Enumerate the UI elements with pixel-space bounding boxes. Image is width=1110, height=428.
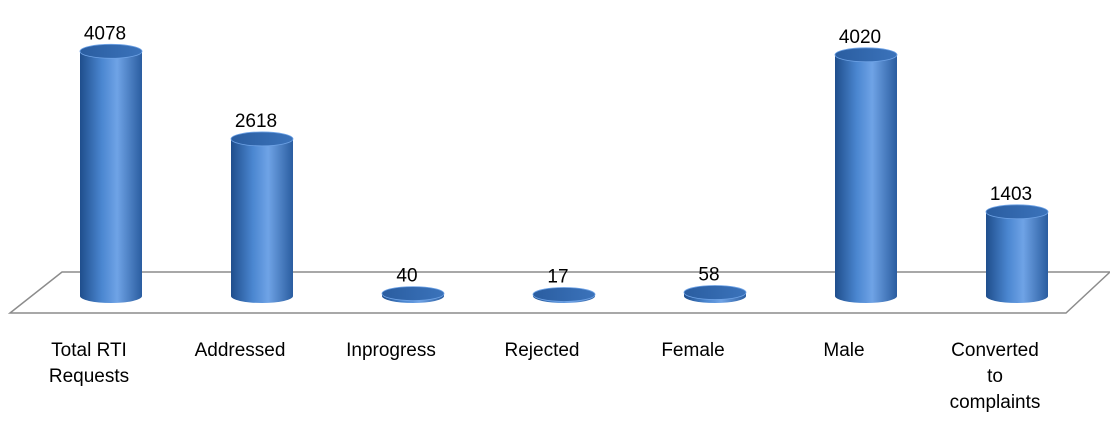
category-label-4: Female (661, 340, 724, 361)
value-label-6: 1403 (990, 184, 1032, 205)
bar-6 (986, 211, 1048, 303)
value-label-1: 2618 (235, 111, 277, 132)
value-label-5: 4020 (839, 27, 881, 48)
value-label-3: 17 (547, 267, 568, 288)
bar-top-3 (532, 287, 596, 302)
value-label-4: 58 (698, 265, 719, 286)
bar-top-2 (381, 286, 445, 302)
bar-5 (835, 54, 897, 303)
category-label-5: Male (823, 340, 864, 361)
category-label-6: Converted to complaints (950, 340, 1041, 413)
bar-top-1 (230, 131, 294, 147)
bars-group (79, 43, 1049, 303)
bar-0 (80, 51, 142, 303)
category-labels-group: Total RTI Requests Addressed Inprogress Reje… (49, 340, 1041, 413)
bar-top-4 (683, 285, 747, 300)
value-labels-group: 4078 2618 40 17 58 4020 1403 (84, 23, 1032, 287)
bar-top-6 (985, 204, 1049, 220)
category-label-1: Addressed (195, 340, 286, 361)
bar-top-5 (834, 47, 898, 63)
category-label-3: Rejected (505, 340, 580, 361)
bar-1 (231, 138, 293, 303)
value-label-0: 4078 (84, 23, 126, 44)
category-label-2: Inprogress (346, 340, 436, 361)
bar-top-0 (79, 43, 143, 59)
value-label-2: 40 (396, 266, 417, 287)
category-label-0: Total RTI Requests (49, 340, 129, 387)
